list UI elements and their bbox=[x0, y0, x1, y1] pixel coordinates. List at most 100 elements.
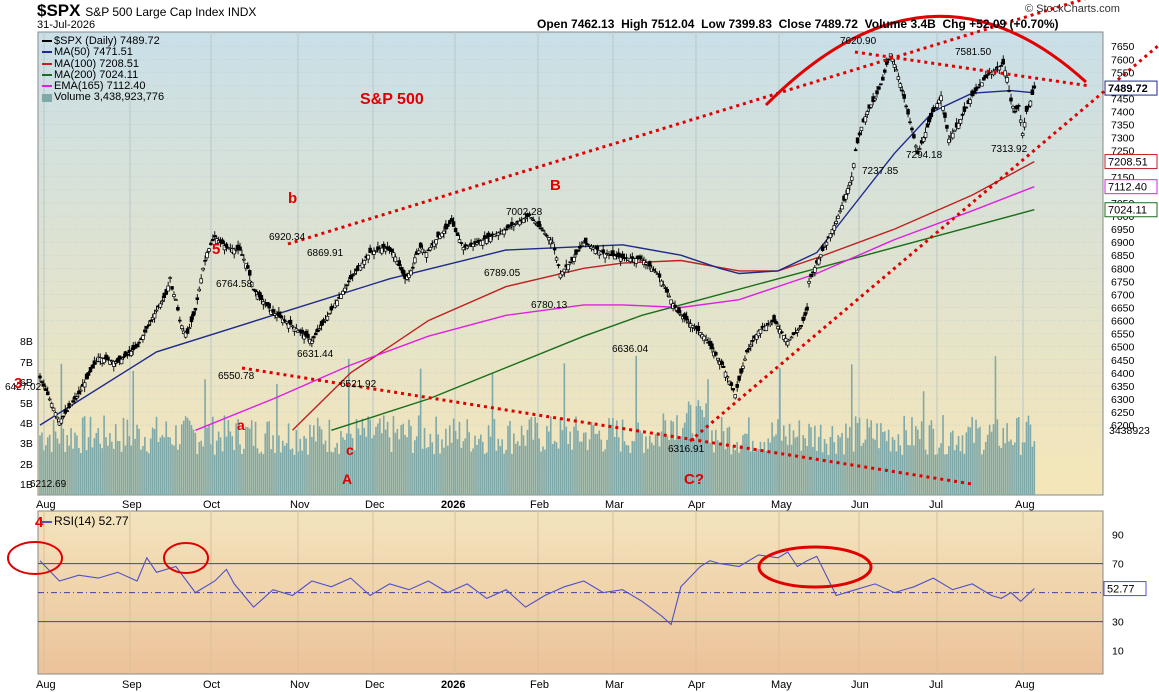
volume-bar bbox=[425, 448, 428, 495]
volume-bar bbox=[619, 451, 622, 495]
candle bbox=[152, 313, 157, 319]
candle bbox=[857, 132, 862, 136]
candle bbox=[178, 319, 182, 322]
volume-bar bbox=[705, 403, 707, 495]
volume-bar bbox=[810, 427, 812, 495]
candle bbox=[205, 252, 209, 259]
volume-bar bbox=[654, 434, 657, 495]
legend-item: $SPX (Daily) 7489.72 bbox=[42, 35, 164, 47]
axis-value-tag-label: 7024.11 bbox=[1108, 205, 1147, 217]
volume-bar bbox=[163, 437, 166, 495]
y-tick-label: 6800 bbox=[1111, 263, 1135, 275]
candle bbox=[162, 292, 167, 298]
volume-bar bbox=[186, 417, 189, 495]
volume-bar bbox=[386, 421, 389, 495]
volume-bar bbox=[716, 440, 719, 495]
volume-bar bbox=[365, 436, 368, 495]
candle bbox=[739, 368, 743, 374]
volume-bar bbox=[318, 426, 321, 495]
volume-bar bbox=[346, 433, 348, 495]
candle bbox=[257, 291, 262, 298]
candle bbox=[117, 355, 122, 362]
volume-bar bbox=[122, 417, 125, 495]
volume-bar bbox=[856, 423, 859, 495]
candle bbox=[735, 384, 739, 388]
volume-bar bbox=[184, 416, 187, 495]
volume-bar bbox=[645, 436, 647, 495]
volume-bar bbox=[56, 438, 59, 495]
volume-bar bbox=[680, 436, 682, 495]
volume-bar bbox=[575, 416, 577, 495]
x-tick-label: Dec bbox=[365, 679, 385, 691]
volume-bar bbox=[650, 442, 653, 495]
ma100-line bbox=[292, 160, 1035, 431]
candle bbox=[170, 286, 174, 290]
volume-bar bbox=[116, 440, 119, 495]
candle bbox=[776, 326, 780, 330]
volume-bar bbox=[565, 426, 568, 495]
volume-bar bbox=[922, 391, 925, 495]
y-tick-label: 6450 bbox=[1111, 355, 1135, 367]
candle bbox=[653, 271, 658, 274]
volume-bar bbox=[54, 431, 57, 495]
volume-bar bbox=[577, 430, 579, 495]
candle bbox=[273, 313, 277, 316]
volume-bar bbox=[883, 431, 886, 495]
volume-bar bbox=[112, 448, 115, 495]
volume-bar bbox=[46, 437, 49, 495]
volume-bar bbox=[765, 450, 768, 495]
candle bbox=[411, 266, 415, 269]
volume-bar bbox=[788, 423, 791, 495]
y-tick-label: 7650 bbox=[1111, 41, 1135, 53]
open-value: 7462.13 bbox=[571, 17, 615, 31]
volume-bar bbox=[456, 439, 459, 495]
volume-bar bbox=[949, 432, 952, 495]
candle bbox=[253, 289, 258, 293]
volume-bar bbox=[637, 422, 639, 495]
volume-bar bbox=[598, 430, 601, 495]
volume-bar bbox=[880, 423, 882, 495]
x-tick-label: Apr bbox=[688, 499, 705, 511]
volume-bar bbox=[969, 427, 972, 495]
candle bbox=[984, 74, 988, 78]
candle bbox=[259, 295, 264, 301]
candle bbox=[199, 278, 203, 284]
volume-bar bbox=[219, 437, 222, 495]
candle bbox=[1009, 97, 1013, 102]
volume-bar bbox=[328, 419, 331, 495]
volume-bar bbox=[782, 425, 785, 495]
candle bbox=[59, 418, 64, 424]
volume-bar bbox=[839, 437, 841, 495]
volume-bar bbox=[406, 437, 408, 495]
candle bbox=[764, 325, 769, 332]
volume-bar bbox=[757, 449, 760, 495]
volume-bar bbox=[427, 446, 430, 495]
volume-bar bbox=[664, 420, 667, 495]
candle bbox=[82, 382, 87, 388]
volume-bar bbox=[101, 448, 103, 495]
candle bbox=[1028, 100, 1033, 107]
volume-bar bbox=[753, 451, 756, 495]
candle bbox=[1015, 105, 1019, 110]
volume-bar bbox=[188, 420, 191, 495]
candle bbox=[112, 360, 116, 367]
volume-bar bbox=[322, 444, 325, 495]
volume-bar bbox=[225, 436, 228, 495]
volume-bar bbox=[916, 429, 919, 495]
candle bbox=[147, 324, 151, 327]
volume-bar bbox=[377, 423, 379, 495]
candle bbox=[40, 381, 44, 383]
candle bbox=[92, 360, 97, 365]
x-tick-label: Nov bbox=[290, 499, 310, 511]
volume-bar bbox=[872, 438, 874, 495]
volume-bar bbox=[973, 442, 975, 495]
volume-bar bbox=[889, 451, 892, 495]
candle bbox=[780, 331, 784, 334]
y-tick-label: 6300 bbox=[1111, 394, 1135, 406]
candle bbox=[465, 245, 469, 249]
volume-bar bbox=[357, 428, 360, 495]
candle bbox=[702, 335, 706, 342]
volume-bar bbox=[534, 417, 537, 495]
candle bbox=[896, 76, 901, 81]
candle bbox=[90, 364, 95, 369]
